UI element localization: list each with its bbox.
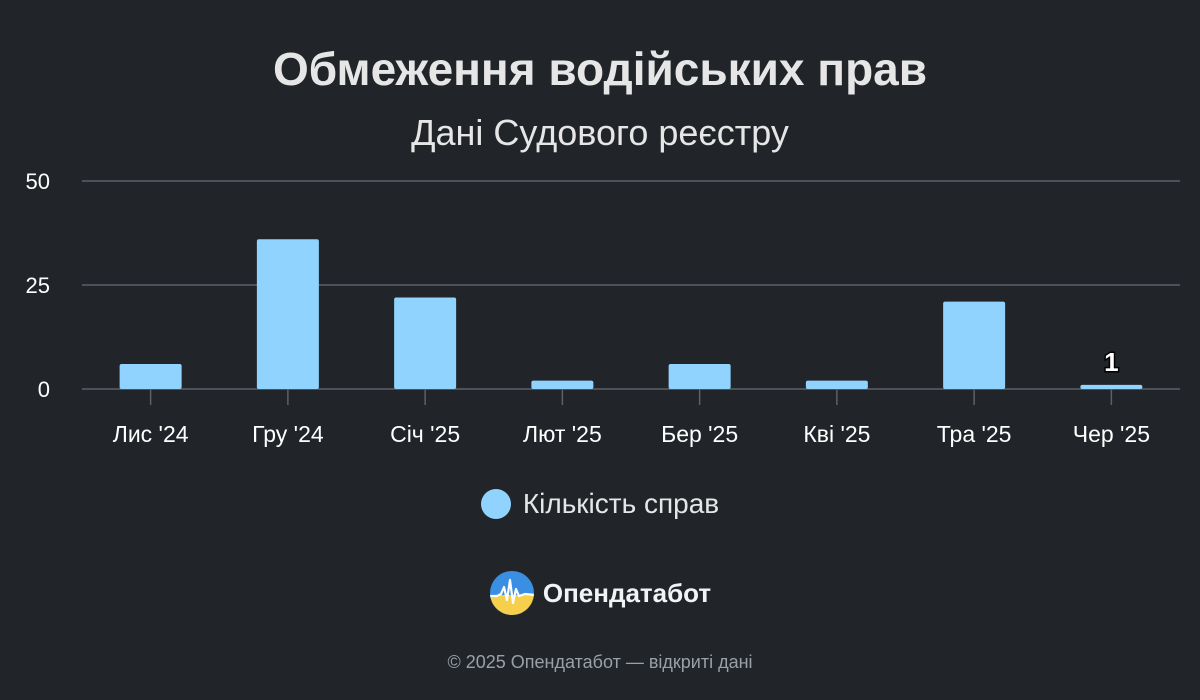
legend-swatch <box>480 489 511 519</box>
bar-chart: 0 25 50 Лис '24 Гру '24 Січ '25 Лют '25 Бер '25… <box>26 169 1180 447</box>
legend: Кількість справ <box>0 488 1200 520</box>
bar <box>805 380 868 389</box>
brand-name: Опендатабот <box>542 577 712 608</box>
chart-title: Обмеження водійських прав <box>272 43 928 95</box>
brand: Опендатабот <box>0 570 1200 616</box>
legend-label: Кількість справ <box>522 488 720 519</box>
x-tick-label: Лис '24 <box>113 421 189 447</box>
data-label: 1 <box>1104 347 1118 377</box>
chart-subtitle: Дані Судового реєстру <box>411 112 789 153</box>
bar <box>531 380 594 389</box>
y-tick-label: 50 <box>26 169 50 194</box>
bar <box>668 364 731 389</box>
x-tick-label: Чер '25 <box>1073 421 1150 447</box>
x-tick-label: Гру '24 <box>252 421 324 447</box>
x-tick-label: Бер '25 <box>661 421 738 447</box>
y-tick-label: 25 <box>26 273 50 298</box>
x-tick-label: Кві '25 <box>803 421 870 447</box>
bar <box>1080 384 1143 389</box>
bar <box>256 239 319 389</box>
bar <box>943 301 1006 389</box>
footer-copyright: © 2025 Опендатабот — відкриті дані <box>447 652 753 672</box>
opendatabot-logo-icon <box>489 571 534 615</box>
bar <box>394 297 457 389</box>
y-tick-label: 0 <box>38 377 50 402</box>
x-tick-label: Лют '25 <box>523 421 602 447</box>
x-tick-label: Січ '25 <box>390 421 460 447</box>
x-tick-label: Тра '25 <box>937 421 1012 447</box>
bar <box>119 364 182 389</box>
